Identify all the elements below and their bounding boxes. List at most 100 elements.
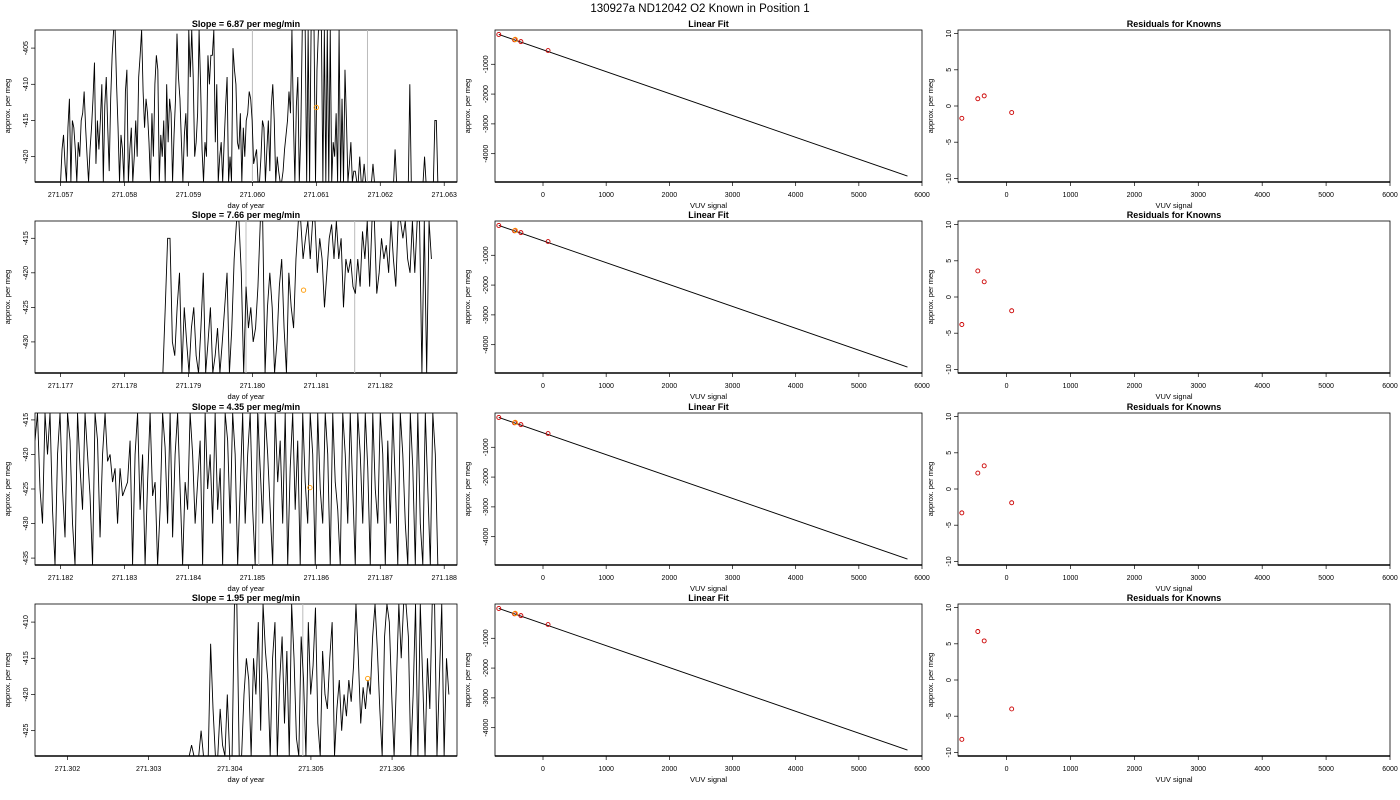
- x-tick-label: 271.188: [432, 575, 457, 582]
- y-axis-label: approx. per meg: [926, 462, 935, 517]
- y-tick-label: -5: [946, 139, 953, 145]
- x-tick-label: 2000: [1127, 766, 1143, 773]
- chart-panel-10: Slope = 1.95 per meg/min day of year appro…: [3, 593, 458, 784]
- x-tick-label: 4000: [788, 383, 804, 390]
- y-tick-label: 10: [946, 30, 953, 38]
- y-tick-label: -425: [23, 482, 30, 496]
- known-point: [975, 470, 981, 476]
- x-tick-label: 271.183: [112, 575, 137, 582]
- y-axis-label: approx. per meg: [3, 462, 12, 517]
- known-point: [496, 606, 502, 611]
- x-tick-label: 4000: [1254, 192, 1270, 199]
- y-axis-label: approx. per meg: [926, 79, 935, 134]
- known-point: [959, 510, 965, 516]
- y-tick-label: -4000: [483, 336, 490, 354]
- known-point: [959, 115, 965, 121]
- y-axis-label: approx. per meg: [463, 79, 472, 134]
- known-point: [545, 48, 551, 54]
- chart-panel-4: Slope = 7.66 per meg/min day of year appro…: [3, 210, 458, 401]
- y-tick-label: -2000: [483, 85, 490, 103]
- known-point: [496, 32, 502, 37]
- plot-area: [60, 30, 439, 182]
- x-tick-label: 3000: [725, 383, 741, 390]
- highlight-point: [512, 227, 518, 234]
- y-axis-label: approx. per meg: [926, 653, 935, 708]
- y-tick-label: -5: [946, 330, 953, 336]
- plot-frame: [957, 29, 1391, 183]
- x-tick-label: 4000: [1254, 575, 1270, 582]
- x-tick-label: 2000: [662, 575, 678, 582]
- x-tick-label: 1000: [1063, 192, 1079, 199]
- highlight-point: [313, 104, 319, 111]
- chart-title: Linear Fit: [688, 210, 729, 220]
- chart-title: Slope = 7.66 per meg/min: [192, 210, 300, 220]
- x-axis-label: day of year: [227, 584, 265, 593]
- highlight-point: [512, 419, 518, 426]
- x-tick-label: 3000: [725, 192, 741, 199]
- known-point: [518, 613, 524, 619]
- x-axis-label: day of year: [227, 392, 265, 401]
- y-tick-label: 5: [946, 68, 953, 72]
- y-axis-label: approx. per meg: [926, 270, 935, 325]
- plot-area: [496, 223, 908, 368]
- y-axis-label: approx. per meg: [3, 270, 12, 325]
- plot-frame: [957, 220, 1391, 374]
- known-point: [545, 431, 551, 437]
- x-tick-label: 6000: [1382, 766, 1398, 773]
- x-tick-label: 6000: [914, 192, 930, 199]
- x-tick-label: 3000: [1190, 766, 1206, 773]
- fit-line: [498, 417, 908, 560]
- plot-frame: [957, 412, 1391, 566]
- y-tick-label: -4000: [483, 719, 490, 737]
- x-tick-label: 6000: [1382, 383, 1398, 390]
- y-tick-label: 0: [946, 487, 953, 491]
- y-tick-label: -2000: [483, 276, 490, 294]
- y-tick-label: -3000: [483, 498, 490, 516]
- chart-panel-5: Linear Fit VUV signal approx. per meg 0 1000…: [463, 210, 930, 401]
- y-tick-label: -420: [23, 687, 30, 701]
- known-point: [545, 622, 551, 628]
- known-point: [518, 422, 524, 428]
- y-tick-label: -10: [946, 364, 953, 374]
- plot-frame: [34, 29, 458, 183]
- x-axis-label: VUV signal: [1155, 584, 1192, 593]
- x-tick-label: 5000: [851, 575, 867, 582]
- x-tick-label: 0: [1005, 766, 1009, 773]
- highlight-point: [512, 610, 518, 617]
- x-tick-label: 271.187: [368, 575, 393, 582]
- y-tick-label: -430: [23, 516, 30, 530]
- known-point: [959, 736, 965, 742]
- x-tick-label: 6000: [914, 575, 930, 582]
- y-tick-label: -415: [23, 113, 30, 127]
- chart-title: Linear Fit: [688, 19, 729, 29]
- x-axis-label: VUV signal: [690, 392, 727, 401]
- chart-title: Residuals for Knowns: [1127, 593, 1222, 603]
- y-tick-label: -425: [23, 300, 30, 314]
- x-tick-label: 5000: [851, 192, 867, 199]
- plot-area: [959, 268, 1015, 327]
- x-tick-label: 2000: [1127, 383, 1143, 390]
- x-tick-label: 1000: [598, 766, 614, 773]
- x-tick-label: 3000: [725, 766, 741, 773]
- x-tick-label: 2000: [662, 192, 678, 199]
- figure-title: 130927a ND12042 O2 Known in Position 1: [590, 3, 809, 15]
- x-tick-label: 4000: [788, 192, 804, 199]
- y-tick-label: -410: [23, 77, 30, 91]
- known-point: [981, 638, 987, 644]
- y-tick-label: 10: [946, 604, 953, 612]
- plot-area: [959, 629, 1015, 742]
- x-tick-label: 5000: [1318, 383, 1334, 390]
- y-axis-label: approx. per meg: [463, 270, 472, 325]
- x-tick-label: 271.179: [176, 383, 201, 390]
- known-point: [1009, 110, 1015, 115]
- x-tick-label: 6000: [1382, 575, 1398, 582]
- known-point: [981, 93, 987, 99]
- x-tick-label: 271.057: [48, 192, 73, 199]
- x-tick-label: 271.058: [112, 192, 137, 199]
- x-tick-label: 4000: [1254, 766, 1270, 773]
- x-tick-label: 2000: [662, 766, 678, 773]
- chart-title: Slope = 6.87 per meg/min: [192, 19, 300, 29]
- x-tick-label: 271.182: [48, 575, 73, 582]
- known-point: [1009, 706, 1015, 712]
